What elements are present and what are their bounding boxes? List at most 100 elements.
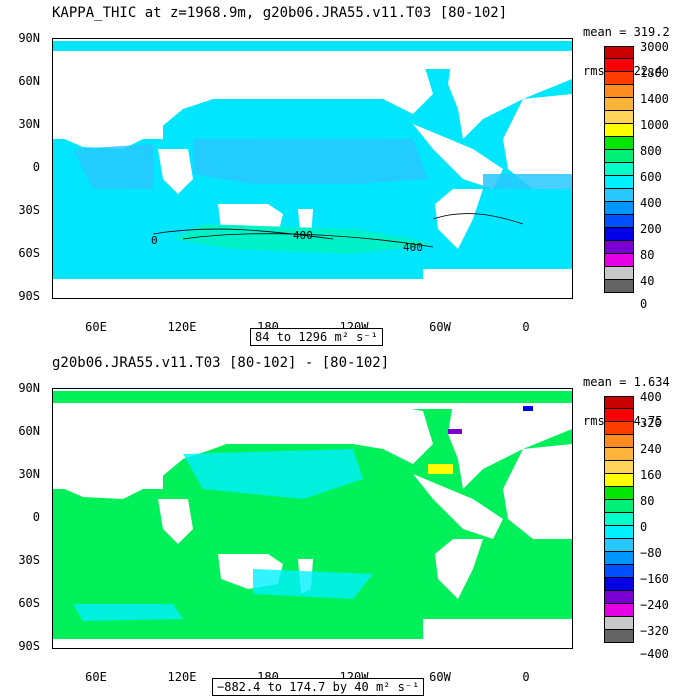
top-colorbar-swatch-17	[604, 267, 634, 280]
top-ylabel-60n: 60N	[18, 74, 40, 88]
bottom-cbar-label-8: −240	[640, 598, 669, 612]
bottom-map-svg	[53, 391, 572, 648]
bottom-ylabel-30s: 30S	[18, 553, 40, 567]
bottom-xlabel-60e: 60E	[85, 670, 107, 684]
top-colorbar-swatch-10	[604, 176, 634, 189]
top-cbar-label-6: 400	[640, 196, 662, 210]
bottom-colorbar-swatch-4	[604, 448, 634, 461]
top-cbar-label-3: 1000	[640, 118, 669, 132]
bottom-map-area	[52, 388, 573, 649]
bottom-colorbar-swatch-6	[604, 474, 634, 487]
bottom-ylabel-90s: 90S	[18, 639, 40, 653]
top-cbar-label-8: 80	[640, 248, 655, 262]
top-ylabel-30s: 30S	[18, 203, 40, 217]
top-colorbar-swatch-18	[604, 280, 634, 293]
top-colorbar-swatch-3	[604, 85, 634, 98]
top-map-title: KAPPA_THIC at z=1968.9m, g20b06.JRA55.v1…	[52, 5, 508, 21]
bottom-anomaly-highlights	[428, 406, 533, 474]
bottom-cbar-label-10: −400	[640, 647, 669, 661]
bottom-colorbar-swatch-17	[604, 617, 634, 630]
bottom-ylabel-0: 0	[32, 510, 40, 524]
top-colorbar-swatch-1	[604, 59, 634, 72]
top-ylabel-60s: 60S	[18, 246, 40, 260]
bottom-map-panel: g20b06.JRA55.v11.T03 [80-102] - [80-102]…	[0, 350, 700, 700]
top-ylabel-90n: 90N	[18, 31, 40, 45]
top-cbar-label-1: 1800	[640, 66, 669, 80]
top-colorbar-swatch-12	[604, 202, 634, 215]
bottom-colorbar-swatch-16	[604, 604, 634, 617]
bottom-ylabel-30n: 30N	[18, 467, 40, 481]
top-cbar-label-5: 600	[640, 170, 662, 184]
top-xlabel-60w: 60W	[429, 320, 451, 334]
bottom-ylabel-90n: 90N	[18, 381, 40, 395]
bottom-xlabel-120e: 120E	[167, 670, 197, 684]
top-map-area: 400 400 0	[52, 38, 573, 299]
bottom-cbar-label-4: 80	[640, 494, 655, 508]
top-colorbar-swatch-6	[604, 124, 634, 137]
top-cbar-label-7: 200	[640, 222, 662, 236]
bottom-cbar-label-3: 160	[640, 468, 662, 482]
bottom-colorbar-swatch-18	[604, 630, 634, 643]
top-colorbar-swatch-16	[604, 254, 634, 267]
top-xlabel-0: 0	[522, 320, 530, 334]
bottom-cbar-label-6: −80	[640, 546, 662, 560]
bottom-cbar-label-2: 240	[640, 442, 662, 456]
top-southern-band	[173, 224, 433, 254]
top-colorbar-swatch-2	[604, 72, 634, 85]
top-cbar-label-4: 800	[640, 144, 662, 158]
top-colorbar-swatch-5	[604, 111, 634, 124]
bottom-colorbar-swatch-3	[604, 435, 634, 448]
top-mean-label: mean = 319.2	[583, 25, 670, 39]
top-xlabel-120e: 120E	[167, 320, 197, 334]
bottom-colorbar-swatch-15	[604, 591, 634, 604]
bottom-colorbar-swatch-10	[604, 526, 634, 539]
bottom-land	[53, 403, 572, 648]
top-colorbar-swatch-15	[604, 241, 634, 254]
bottom-colorbar-swatch-5	[604, 461, 634, 474]
top-ylabel-0: 0	[32, 160, 40, 174]
top-colorbar-swatch-11	[604, 189, 634, 202]
top-contour-lines	[152, 213, 524, 248]
bottom-colorbar-swatch-1	[604, 409, 634, 422]
top-colorbar-swatch-8	[604, 150, 634, 163]
top-contour-label-2: 400	[403, 241, 423, 254]
bottom-cbar-label-7: −160	[640, 572, 669, 586]
bottom-colorbar-swatch-13	[604, 565, 634, 578]
top-ylabel-90s: 90S	[18, 289, 40, 303]
top-colorbar-swatch-0	[604, 46, 634, 59]
bottom-cbar-label-0: 400	[640, 390, 662, 404]
top-contour-label-0: 0	[151, 234, 158, 247]
bottom-colorbar-swatch-0	[604, 396, 634, 409]
bottom-colorbar	[604, 396, 634, 643]
top-ocean-fill	[53, 41, 572, 289]
bottom-colorbar-swatch-2	[604, 422, 634, 435]
top-colorbar-swatch-13	[604, 215, 634, 228]
bottom-xlabel-0: 0	[522, 670, 530, 684]
top-map-svg: 400 400 0	[53, 41, 572, 298]
top-colorbar-swatch-7	[604, 137, 634, 150]
top-cbar-label-9: 40	[640, 274, 655, 288]
bottom-ylabel-60n: 60N	[18, 424, 40, 438]
bottom-colorbar-swatch-7	[604, 487, 634, 500]
bottom-cbar-label-5: 0	[640, 520, 648, 534]
top-colorbar-swatch-9	[604, 163, 634, 176]
top-colorbar-swatch-4	[604, 98, 634, 111]
top-cbar-label-0: 3000	[640, 40, 669, 54]
top-range-label: 84 to 1296 m² s⁻¹	[250, 328, 383, 346]
bottom-range-label: −882.4 to 174.7 by 40 m² s⁻¹	[212, 678, 425, 696]
bottom-colorbar-swatch-14	[604, 578, 634, 591]
bottom-mean-label: mean = 1.634	[583, 375, 670, 389]
top-colorbar	[604, 46, 634, 293]
top-colorbar-swatch-14	[604, 228, 634, 241]
bottom-xlabel-60w: 60W	[429, 670, 451, 684]
top-xlabel-60e: 60E	[85, 320, 107, 334]
top-cbar-label-10: 0	[640, 297, 648, 311]
bottom-ylabel-60s: 60S	[18, 596, 40, 610]
bottom-map-title: g20b06.JRA55.v11.T03 [80-102] - [80-102]	[52, 355, 390, 371]
bottom-colorbar-swatch-8	[604, 500, 634, 513]
top-equatorial-band	[73, 139, 572, 189]
bottom-negative-patches	[73, 449, 373, 621]
bottom-colorbar-swatch-11	[604, 539, 634, 552]
top-map-panel: KAPPA_THIC at z=1968.9m, g20b06.JRA55.v1…	[18, 5, 670, 346]
top-ylabel-30n: 30N	[18, 117, 40, 131]
